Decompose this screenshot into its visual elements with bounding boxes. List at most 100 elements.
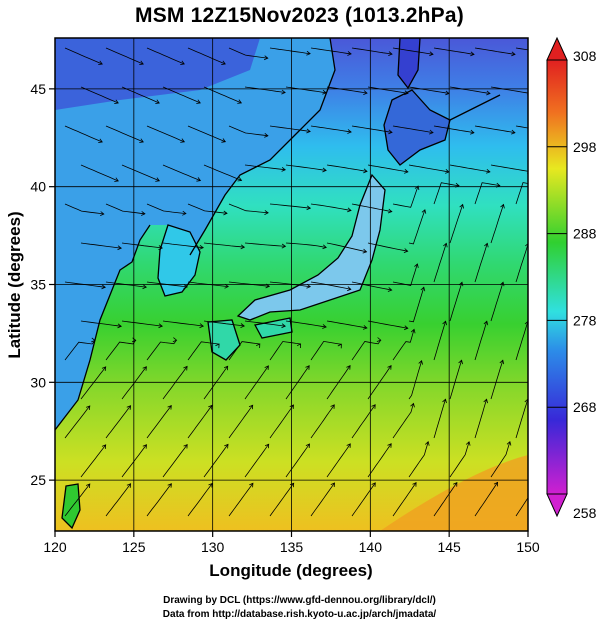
streamline <box>285 242 327 248</box>
streamline-arrow <box>410 402 415 408</box>
streamline <box>121 320 163 327</box>
streamline-arrow <box>484 242 489 248</box>
streamline-arrow <box>511 129 516 135</box>
streamline-arrow <box>117 323 122 329</box>
streamline <box>121 366 147 400</box>
streamline-arrow <box>420 286 426 292</box>
streamline <box>105 203 145 215</box>
streamline <box>244 86 286 93</box>
streamline-arrow <box>387 443 392 448</box>
streamline-arrow <box>155 99 160 104</box>
streamline-arrow <box>535 482 539 486</box>
streamline-arrow <box>306 50 311 56</box>
streamline-arrow <box>264 210 269 215</box>
streamline-arrow <box>208 404 213 410</box>
streamline-arrow <box>541 282 545 286</box>
streamline <box>310 203 352 211</box>
streamline-arrow <box>208 482 213 488</box>
streamline-arrow <box>98 138 103 143</box>
streamline <box>433 243 447 283</box>
streamline <box>433 125 474 134</box>
streamline <box>187 125 226 143</box>
x-axis-label: Longitude (degrees) <box>209 561 372 580</box>
streamline-arrow <box>98 60 103 65</box>
honshu-landmass <box>238 175 385 320</box>
streamline <box>228 341 260 361</box>
streamline-arrow <box>346 365 351 370</box>
streamline-arrow <box>101 284 106 290</box>
streamline <box>326 443 351 478</box>
streamline-arrow <box>180 138 186 143</box>
streamline <box>105 47 144 65</box>
streamline-arrow <box>142 284 147 290</box>
streamline-arrow <box>363 168 368 174</box>
streamline-arrow <box>306 205 312 211</box>
streamline-arrow <box>347 207 352 213</box>
streamline <box>392 263 418 286</box>
y-tick-label: 35 <box>30 277 46 293</box>
streamline <box>367 242 408 252</box>
streamline-arrow <box>500 203 505 209</box>
streamline-arrow <box>322 167 327 173</box>
streamline <box>187 47 226 65</box>
streamline-arrow <box>418 359 423 365</box>
streamline <box>228 483 254 517</box>
temperature-field <box>55 38 572 531</box>
streamline <box>367 443 392 478</box>
streamline <box>162 444 188 478</box>
streamline <box>310 340 342 361</box>
streamline <box>162 242 204 249</box>
streamline <box>392 185 419 208</box>
streamline-arrow <box>568 169 572 173</box>
streamline <box>146 125 185 143</box>
streamline <box>244 242 286 247</box>
y-tick-label: 40 <box>30 179 46 195</box>
streamline-arrow <box>182 210 187 216</box>
streamline-arrow <box>196 177 202 182</box>
map-title: MSM 12Z15Nov2023 (1013.2hPa) <box>135 4 464 27</box>
streamline <box>474 125 515 134</box>
wind-streamlines <box>64 47 572 517</box>
streamline-arrow <box>142 444 147 449</box>
streamline <box>228 203 269 214</box>
streamline <box>64 125 103 143</box>
streamline-arrow <box>387 365 392 370</box>
streamline <box>269 203 311 209</box>
streamline-arrow <box>388 51 393 56</box>
y-tick-label: 25 <box>30 472 46 488</box>
streamline-arrow <box>499 359 505 365</box>
streamline-arrow <box>486 90 491 96</box>
streamline <box>203 444 229 478</box>
streamline <box>285 164 327 171</box>
streamline-arrow <box>306 128 311 134</box>
streamline <box>80 366 107 400</box>
x-tick-label: 120 <box>43 539 67 555</box>
hokkaido-landmass <box>384 90 450 165</box>
streamline-arrow <box>443 242 448 248</box>
streamline <box>269 404 294 439</box>
streamline <box>80 86 119 104</box>
streamline-arrow <box>126 483 132 488</box>
streamline-arrow <box>403 248 409 253</box>
streamline-arrow <box>568 91 572 95</box>
streamline <box>474 399 487 439</box>
streamline <box>162 320 204 327</box>
streamline <box>474 321 488 361</box>
streamline-arrow <box>506 440 512 446</box>
streamline <box>64 340 96 361</box>
streamline <box>203 320 245 327</box>
streamline <box>269 125 311 132</box>
streamline-arrow <box>442 320 447 326</box>
streamline <box>433 482 458 517</box>
streamline <box>162 86 201 104</box>
x-tick-label: 135 <box>280 539 304 555</box>
streamline-arrow <box>347 129 352 134</box>
streamline-arrow <box>305 443 310 449</box>
streamline <box>162 366 188 400</box>
streamline <box>474 47 516 55</box>
streamline <box>392 403 414 439</box>
streamline-arrow <box>404 168 409 174</box>
streamline <box>490 282 504 322</box>
streamline-arrow <box>101 444 107 449</box>
streamline <box>408 441 429 478</box>
